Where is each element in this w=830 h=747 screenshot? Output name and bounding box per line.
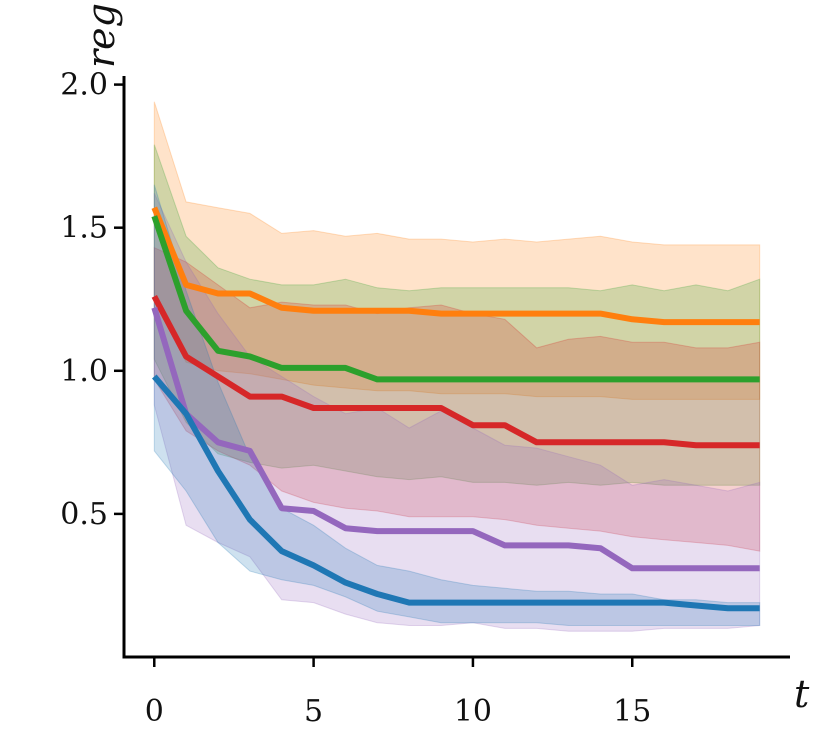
series-line-green: [151, 215, 760, 383]
x-tick-label: 5: [304, 694, 323, 729]
y-tick-label: 0.5: [60, 497, 108, 532]
x-axis-label: t: [794, 672, 810, 716]
y-tick-label: 1.5: [60, 211, 108, 246]
x-tick-label: 10: [454, 694, 492, 729]
y-axis-label: reg: [79, 3, 123, 68]
x-tick-label: 15: [613, 694, 651, 729]
series-lines: [151, 206, 760, 612]
x-tick-label: 0: [145, 694, 164, 729]
series-line-orange: [151, 206, 760, 326]
band-orange: [153, 101, 761, 400]
band-blue: [153, 184, 761, 626]
series-line-red: [151, 294, 760, 449]
series-line-purple: [151, 306, 760, 572]
y-tick-label: 2.0: [60, 68, 108, 103]
confidence-bands: [153, 101, 761, 632]
series-line-blue: [152, 374, 760, 612]
y-tick-label: 1.0: [60, 354, 108, 389]
axes: 0 5 10 15 0.5 1.0 1.5 2.0: [60, 68, 790, 729]
